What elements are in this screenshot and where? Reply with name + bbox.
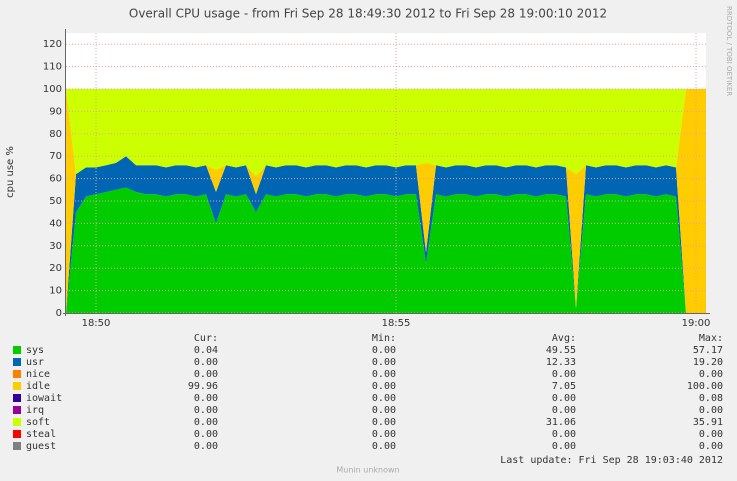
x-tick-label: 18:55 xyxy=(382,318,411,329)
legend-column-header: Avg: xyxy=(552,333,576,344)
legend-stat: 0.00 xyxy=(699,429,723,440)
legend-swatch xyxy=(13,442,21,450)
legend-label: soft xyxy=(26,417,50,428)
y-tick-label: 110 xyxy=(43,62,62,73)
legend-stat: 0.00 xyxy=(699,405,723,416)
legend-stat: 0.00 xyxy=(372,369,396,380)
legend-swatch xyxy=(13,394,21,402)
x-tick-label: 18:50 xyxy=(82,318,111,329)
legend-stat: 49.55 xyxy=(546,345,576,356)
last-update: Last update: Fri Sep 28 19:03:40 2012 xyxy=(500,455,723,466)
legend-label: sys xyxy=(26,345,44,356)
y-axis-label: cpu use % xyxy=(5,146,16,198)
legend-column-header: Min: xyxy=(372,333,396,344)
legend-stat: 0.00 xyxy=(372,429,396,440)
y-tick-label: 40 xyxy=(49,218,62,229)
y-tick-label: 80 xyxy=(49,129,62,140)
legend-swatch xyxy=(13,346,21,354)
legend-label: nice xyxy=(26,369,50,380)
legend-label: idle xyxy=(26,381,50,392)
y-tick-label: 30 xyxy=(49,241,62,252)
y-tick-label: 0 xyxy=(56,308,62,319)
legend-stat: 57.17 xyxy=(693,345,723,356)
area xyxy=(66,156,706,313)
legend-stat: 0.00 xyxy=(372,405,396,416)
legend-stat: 99.96 xyxy=(188,381,218,392)
legend-stat: 0.00 xyxy=(552,393,576,404)
y-tick-label: 70 xyxy=(49,151,62,162)
y-tick-label: 50 xyxy=(49,196,62,207)
legend-stat: 0.00 xyxy=(372,417,396,428)
legend-stat: 7.05 xyxy=(552,381,576,392)
legend-stat: 100.00 xyxy=(687,381,723,392)
legend-stat: 0.04 xyxy=(194,345,218,356)
area xyxy=(66,187,706,313)
chart-title: Overall CPU usage - from Fri Sep 28 18:4… xyxy=(129,7,607,21)
legend-stat: 0.00 xyxy=(194,441,218,452)
y-tick-label: 20 xyxy=(49,263,62,274)
legend-swatch xyxy=(13,406,21,414)
x-tick-label: 19:00 xyxy=(682,318,711,329)
side-text: RRDTOOL / TOBI OETIKER xyxy=(725,6,733,96)
legend-stat: 0.00 xyxy=(372,393,396,404)
legend-swatch xyxy=(13,418,21,426)
legend-stat: 0.00 xyxy=(372,381,396,392)
legend-label: iowait xyxy=(26,393,62,404)
legend-stat: 0.00 xyxy=(194,417,218,428)
y-tick-label: 10 xyxy=(49,286,62,297)
grid xyxy=(63,29,710,316)
area xyxy=(66,89,706,313)
legend-stat: 12.33 xyxy=(546,357,576,368)
legend-stat: 0.00 xyxy=(194,357,218,368)
legend-stat: 0.00 xyxy=(372,441,396,452)
legend-swatch xyxy=(13,430,21,438)
areas xyxy=(66,89,706,313)
legend-label: guest xyxy=(26,441,56,452)
y-tick-label: 100 xyxy=(43,84,62,95)
legend-label: irq xyxy=(26,405,44,416)
legend-stat: 0.00 xyxy=(699,369,723,380)
legend-stat: 0.00 xyxy=(372,345,396,356)
legend-stat: 31.06 xyxy=(546,417,576,428)
legend-swatch xyxy=(13,382,21,390)
legend-stat: 0.00 xyxy=(194,429,218,440)
labels: 0 10 20 30 40 50 60 70 80 90 100 110 120 18:50 18:55 19… xyxy=(13,39,723,452)
legend-stat: 0.00 xyxy=(552,369,576,380)
legend-stat: 0.00 xyxy=(552,405,576,416)
legend-stat: 0.00 xyxy=(372,357,396,368)
legend-label: steal xyxy=(26,429,56,440)
legend-swatch xyxy=(13,370,21,378)
legend-stat: 0.00 xyxy=(552,441,576,452)
legend-stat: 0.00 xyxy=(699,441,723,452)
legend-stat: 19.20 xyxy=(693,357,723,368)
legend-stat: 0.00 xyxy=(194,369,218,380)
legend-column-header: Cur: xyxy=(194,333,218,344)
legend-swatch xyxy=(13,358,21,366)
y-tick-label: 120 xyxy=(43,39,62,50)
legend-stat: 0.00 xyxy=(552,429,576,440)
y-tick-label: 60 xyxy=(49,174,62,185)
legend-stat: 0.08 xyxy=(699,393,723,404)
area xyxy=(66,89,706,177)
legend-column-header: Max: xyxy=(699,333,723,344)
legend-stat: 0.00 xyxy=(194,405,218,416)
legend-stat: 35.91 xyxy=(693,417,723,428)
legend-stat: 0.00 xyxy=(194,393,218,404)
footer: Munin unknown xyxy=(336,466,399,475)
legend-label: usr xyxy=(26,357,44,368)
y-tick-label: 90 xyxy=(49,106,62,117)
